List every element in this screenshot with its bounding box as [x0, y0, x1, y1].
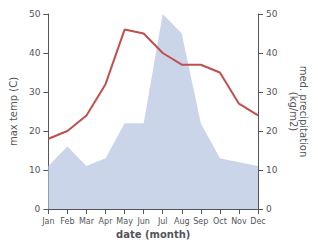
svg-text:max temp (C): max temp (C) [8, 77, 19, 146]
svg-text:Sep: Sep [193, 217, 208, 226]
svg-text:10: 10 [266, 165, 278, 175]
svg-text:Oct: Oct [213, 217, 227, 226]
svg-text:Nov: Nov [231, 217, 247, 226]
svg-text:Mar: Mar [79, 217, 95, 226]
svg-text:med. precipitation: med. precipitation [297, 65, 309, 158]
svg-text:Jun: Jun [136, 217, 150, 226]
svg-text:Feb: Feb [60, 217, 74, 226]
svg-text:Dec: Dec [250, 217, 265, 226]
svg-text:30: 30 [266, 87, 278, 97]
svg-text:10: 10 [29, 165, 41, 175]
svg-text:(kg/m2): (kg/m2) [288, 92, 299, 132]
svg-text:Aug: Aug [174, 217, 190, 226]
svg-text:May: May [116, 217, 133, 226]
svg-text:Jul: Jul [157, 217, 168, 226]
svg-text:50: 50 [29, 9, 41, 19]
svg-text:date (month): date (month) [116, 229, 190, 240]
svg-text:20: 20 [29, 126, 41, 136]
svg-text:20: 20 [266, 126, 278, 136]
svg-text:30: 30 [29, 87, 41, 97]
svg-text:0: 0 [35, 204, 41, 214]
svg-text:Jan: Jan [41, 217, 54, 226]
svg-text:0: 0 [266, 204, 272, 214]
svg-text:40: 40 [266, 48, 278, 58]
svg-text:40: 40 [29, 48, 41, 58]
svg-text:Apr: Apr [99, 217, 114, 226]
svg-text:50: 50 [266, 9, 278, 19]
